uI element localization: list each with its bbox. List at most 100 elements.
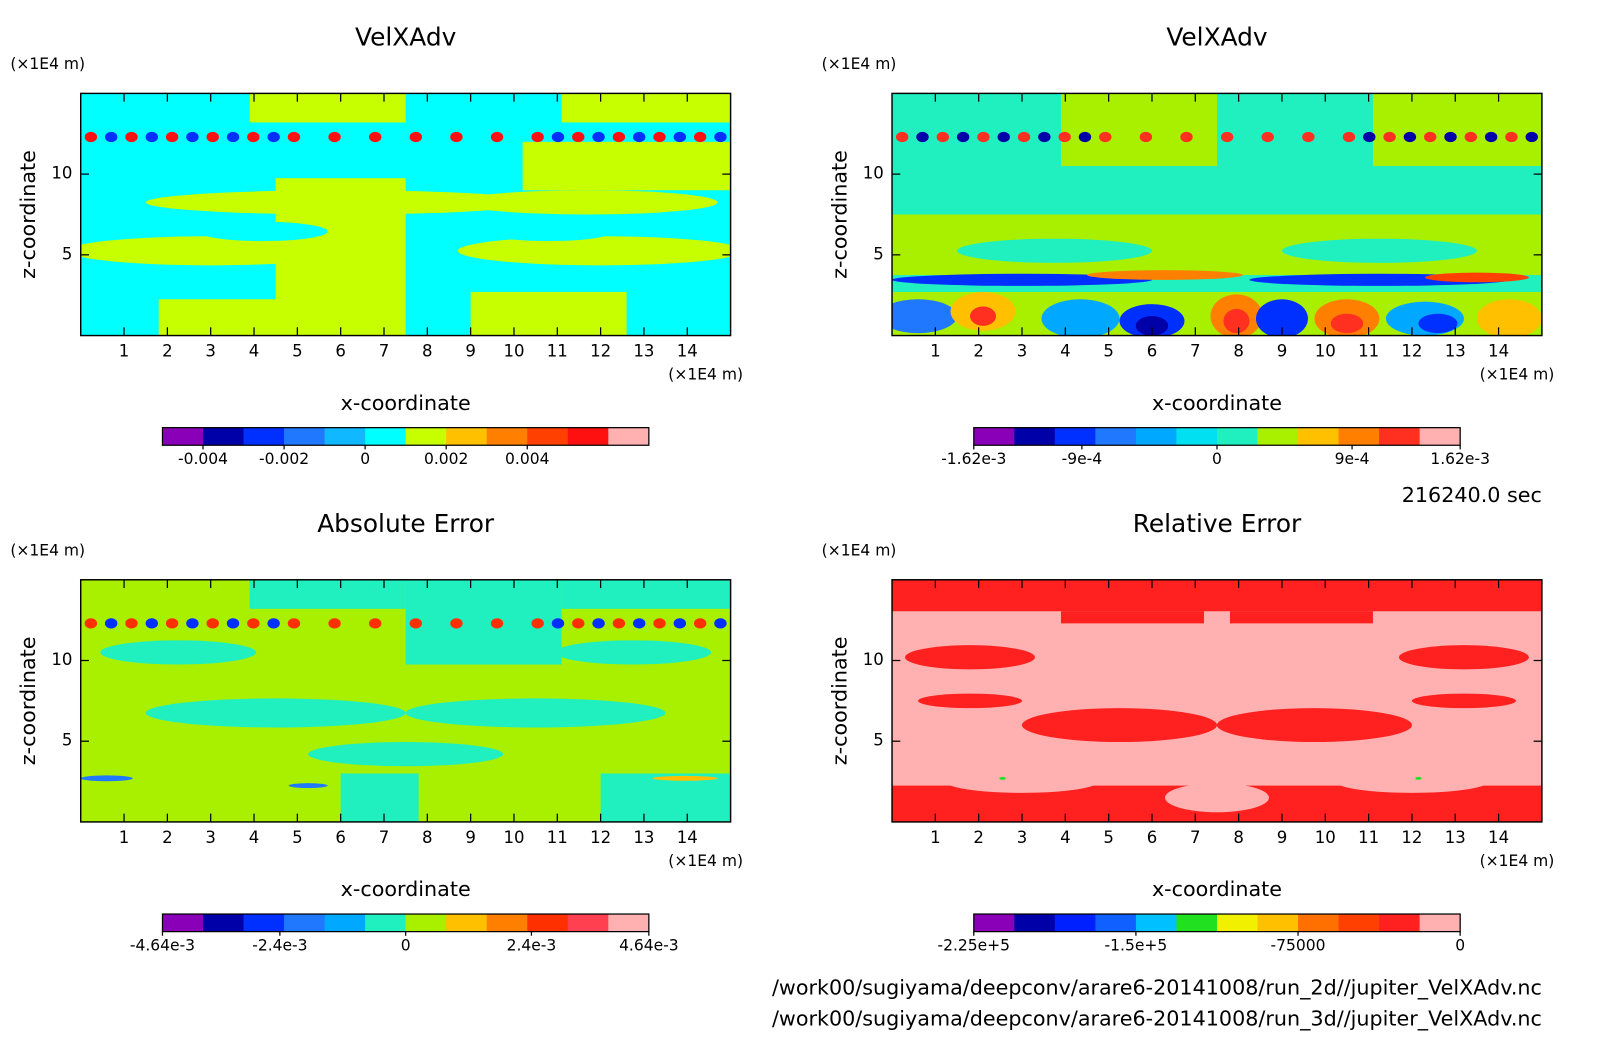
field-region [1223, 308, 1250, 334]
field-region [892, 299, 958, 334]
colorbar-bin [1379, 914, 1421, 932]
colorbar-tick-label: 0 [360, 450, 370, 468]
wave-cell [916, 131, 929, 143]
wave-cell [267, 131, 280, 143]
colorbar-bin [1054, 914, 1096, 932]
x-tick-label: 1 [930, 342, 941, 361]
wave-cell [450, 618, 463, 629]
y-tick-label: 5 [62, 731, 73, 750]
colorbar-bin [446, 914, 488, 932]
field-region [561, 579, 731, 609]
wave-cell [592, 131, 605, 143]
x-tick-label: 8 [422, 342, 433, 361]
field-region [999, 776, 1006, 780]
wave-cell [956, 131, 970, 143]
x-tick-label: 3 [205, 828, 216, 847]
x-axis-label: x-coordinate [1152, 391, 1282, 415]
x-tick-label: 12 [590, 828, 611, 847]
x-tick-label: 9 [1277, 828, 1288, 847]
field-region [100, 640, 257, 665]
field-region [1398, 645, 1529, 670]
wave-cell [186, 618, 199, 629]
plot-frame [891, 579, 1543, 823]
colorbar-bin [1419, 427, 1461, 446]
wave-cell [693, 131, 707, 143]
field-region [1418, 313, 1458, 334]
field-region [918, 693, 1023, 709]
field-region [892, 273, 1152, 286]
colorbar-tick-label: 0.004 [505, 450, 549, 468]
colorbar-tick-label: -2.4e-3 [252, 937, 307, 955]
wave-cell [104, 131, 118, 143]
colorbar-bin [162, 914, 204, 932]
colorbar-bin [162, 427, 204, 446]
colorbar-bin [446, 427, 488, 446]
x-tick-label: 4 [249, 828, 260, 847]
x-unit: (×1E4 m) [1480, 852, 1555, 870]
colorbar-tick-label: 4.64e-3 [619, 937, 679, 955]
wave-cell [1342, 131, 1356, 143]
x-tick-label: 10 [1315, 828, 1336, 847]
field-region [483, 221, 614, 242]
x-tick-label: 5 [292, 828, 303, 847]
wave-cell [997, 131, 1010, 143]
colorbar-tick-label: -4.64e-3 [130, 937, 195, 955]
colorbar-bin [365, 427, 407, 446]
wave-cell [1363, 131, 1376, 143]
colorbar-bin [1095, 914, 1137, 932]
field-region [1424, 272, 1529, 283]
field-region [905, 645, 1036, 670]
colorbar-bin [1338, 427, 1380, 446]
colorbar-tick-label: -9e-4 [1062, 450, 1102, 468]
chart-title: VelXAdv [1166, 23, 1267, 52]
field-region [1022, 708, 1217, 743]
wave-cell [287, 131, 301, 143]
field-region [1216, 708, 1412, 743]
colorbar-bin [203, 427, 245, 446]
wave-cell [632, 131, 646, 143]
x-tick-label: 10 [1315, 342, 1336, 361]
colorbar-bin [527, 427, 569, 446]
field-region [145, 190, 536, 215]
wave-cell [531, 618, 544, 629]
colorbar-bin [486, 914, 528, 932]
wave-cell [145, 131, 159, 143]
field-region [600, 773, 731, 822]
field-region [1476, 299, 1542, 336]
wave-cell [186, 131, 199, 143]
x-tick-label: 5 [1103, 342, 1114, 361]
colorbar-bin [243, 427, 285, 446]
field-region [249, 579, 406, 609]
colorbar-bin [324, 427, 366, 446]
colorbar-bin [405, 914, 447, 932]
wave-cell [104, 618, 118, 629]
x-tick-label: 7 [1190, 828, 1201, 847]
field-region [522, 141, 731, 191]
contour-field [892, 93, 1542, 336]
wave-cell [1017, 131, 1031, 143]
colorbar-bin [284, 427, 326, 446]
wave-cell [206, 131, 219, 143]
wave-cell [1302, 131, 1315, 143]
chart-title: Relative Error [1133, 509, 1302, 538]
y-tick-label: 10 [51, 164, 72, 183]
x-tick-label: 11 [1358, 828, 1379, 847]
field-region [80, 236, 354, 266]
colorbar-tick-label: -75000 [1271, 937, 1326, 955]
colorbar-tick-label: -1.62e-3 [941, 450, 1006, 468]
contour-field [892, 579, 1542, 822]
x-tick-label: 6 [335, 342, 346, 361]
colorbar-bin [1216, 427, 1259, 446]
x-tick-label: 6 [1147, 342, 1158, 361]
wave-cell [1505, 131, 1518, 143]
y-tick-label: 10 [863, 164, 884, 183]
field-region [1164, 783, 1269, 813]
colorbar-bin [1419, 914, 1461, 932]
wave-cell [84, 131, 98, 143]
field-region [1086, 270, 1243, 280]
colorbar-bin [527, 914, 569, 932]
wave-cell [572, 618, 585, 629]
field-region [555, 640, 712, 665]
colorbar-bin [1014, 427, 1056, 446]
wave-cell [673, 618, 687, 629]
